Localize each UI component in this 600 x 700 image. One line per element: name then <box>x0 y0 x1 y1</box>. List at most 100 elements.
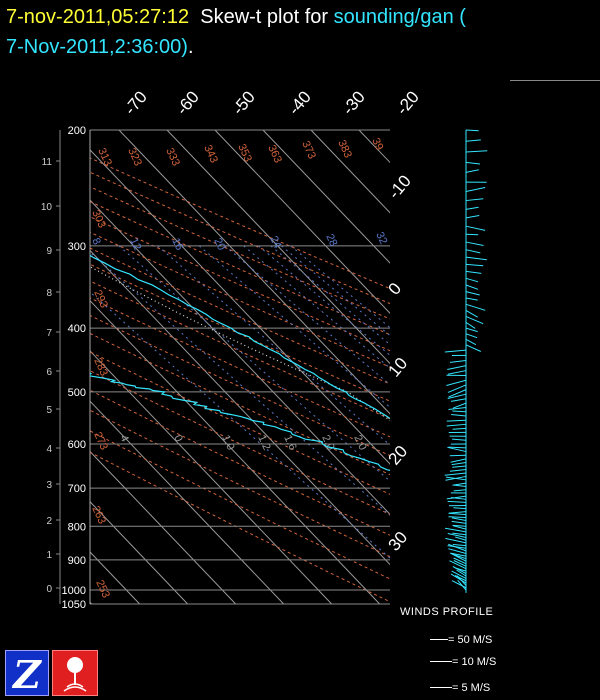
height-tick-label: 8 <box>46 288 52 299</box>
wind-barb <box>447 384 467 393</box>
wind-barb <box>465 344 482 352</box>
wind-barb <box>452 402 467 409</box>
mixing-ratio-label: 8 <box>89 236 102 247</box>
wind-barb <box>465 241 484 246</box>
wind-legend: WINDS PROFILE = 50 M/S = 10 M/S = 5 M/S <box>400 606 600 694</box>
wind-barb <box>465 187 486 192</box>
wind-barb <box>448 516 467 519</box>
wind-barb <box>447 500 467 503</box>
wind-barb <box>452 410 467 413</box>
legend-item-50: = 50 M/S <box>430 634 492 646</box>
isotherm-line <box>262 130 390 264</box>
height-tick-label: 1 <box>46 550 52 561</box>
dry-adiabat-line <box>90 280 390 420</box>
mixing-ratio-line <box>243 245 390 369</box>
dry-adiabat-line <box>90 389 390 536</box>
mixing-ratio-line <box>157 245 390 446</box>
wind-barb <box>452 427 467 430</box>
wind-barb <box>452 544 467 547</box>
wind-barb <box>465 225 486 231</box>
dry-adiabat-line <box>90 263 390 402</box>
full-barb-icon <box>430 655 452 662</box>
wind-barb <box>448 389 467 398</box>
dry-adiabat-label: 323 <box>125 146 144 168</box>
mixing-ratio-line <box>90 251 390 516</box>
observation-time: 7-Nov-2011,2:36:00) <box>6 36 188 58</box>
wind-barb <box>455 536 467 541</box>
height-tick-label: 2 <box>46 516 52 527</box>
wind-barb <box>451 414 467 417</box>
wind-barb <box>448 406 467 410</box>
dry-adiabat-label: 303 <box>89 208 108 230</box>
z-logo-icon[interactable]: Z <box>5 650 49 696</box>
wind-barb <box>453 489 467 492</box>
legend-item-5: = 5 M/S <box>430 682 490 694</box>
wind-barb <box>445 537 467 544</box>
wind-barb <box>449 552 467 562</box>
dry-adiabat-label: 283 <box>91 356 110 378</box>
isotherm-line <box>90 400 285 604</box>
pressure-tick-label: 200 <box>68 125 86 137</box>
isotherm-top-label: -30 <box>339 88 369 119</box>
height-tick-label: 6 <box>46 367 52 378</box>
pressure-tick-label: 800 <box>68 521 86 533</box>
isotherm-right-label: 0 <box>385 279 406 298</box>
wind-barb <box>452 566 467 575</box>
mixing-ratio-label: 20 <box>211 236 227 252</box>
wind-legend-title: WINDS PROFILE <box>400 606 494 618</box>
wind-barb <box>465 129 479 132</box>
wind-barb <box>453 557 467 565</box>
wind-barb <box>465 291 480 296</box>
temperature-trace <box>90 254 390 420</box>
wind-barb <box>465 303 486 311</box>
wind-barb <box>453 560 467 567</box>
height-tick-label: 4 <box>46 444 52 455</box>
mixing-ratio-line <box>290 245 390 329</box>
radar-logo-icon[interactable] <box>52 650 98 696</box>
dry-adiabat-label: 383 <box>335 138 354 160</box>
isotherm-right-label: -10 <box>385 172 415 203</box>
mixing-ratio-label: 16 <box>169 236 185 252</box>
wind-barb <box>446 419 467 422</box>
isotherm-right-label: 20 <box>385 442 412 469</box>
title-period: . <box>187 36 194 58</box>
height-tick-label: 9 <box>46 246 52 257</box>
isotherm-line <box>214 130 390 314</box>
wind-barb <box>447 365 467 370</box>
isotherm-line <box>118 130 390 415</box>
parcel-path-line <box>90 265 390 421</box>
svg-text:Z: Z <box>11 652 42 695</box>
moist-adiabat-label: 0 <box>171 433 184 444</box>
wind-barb <box>450 573 467 584</box>
wind-barb <box>465 284 479 290</box>
dry-adiabat-label: 253 <box>93 578 112 600</box>
wind-barb <box>448 548 467 554</box>
dry-adiabat-label: 373 <box>299 139 318 161</box>
isotherm-right-label: 10 <box>385 354 412 381</box>
isotherm-line <box>90 501 189 604</box>
wind-barb <box>451 520 467 524</box>
isotherm-top-label: -70 <box>121 88 151 119</box>
wind-barb <box>465 169 479 173</box>
wind-barb <box>444 472 467 476</box>
wind-barb <box>465 333 478 339</box>
height-tick-label: 5 <box>46 405 52 416</box>
dry-adiabat-label: 313 <box>95 146 114 168</box>
plot-label: Skew-t plot for <box>200 6 329 28</box>
isotherm-line <box>90 450 237 604</box>
isotherm-line <box>90 350 333 604</box>
wind-barb <box>465 297 478 301</box>
moist-adiabat-label: 2.0 <box>351 433 368 452</box>
isotherm-line <box>310 130 390 214</box>
dry-adiabat-label: 273 <box>91 430 110 452</box>
isotherm-right-label: 30 <box>385 528 412 555</box>
wind-barb <box>451 517 467 521</box>
wind-barb <box>465 338 477 346</box>
mixing-ratio-line <box>270 245 390 346</box>
wind-barb <box>447 370 467 375</box>
wind-barb <box>465 316 484 325</box>
wind-barb <box>450 497 467 500</box>
wind-barb <box>465 327 478 333</box>
wind-barb <box>465 233 479 236</box>
